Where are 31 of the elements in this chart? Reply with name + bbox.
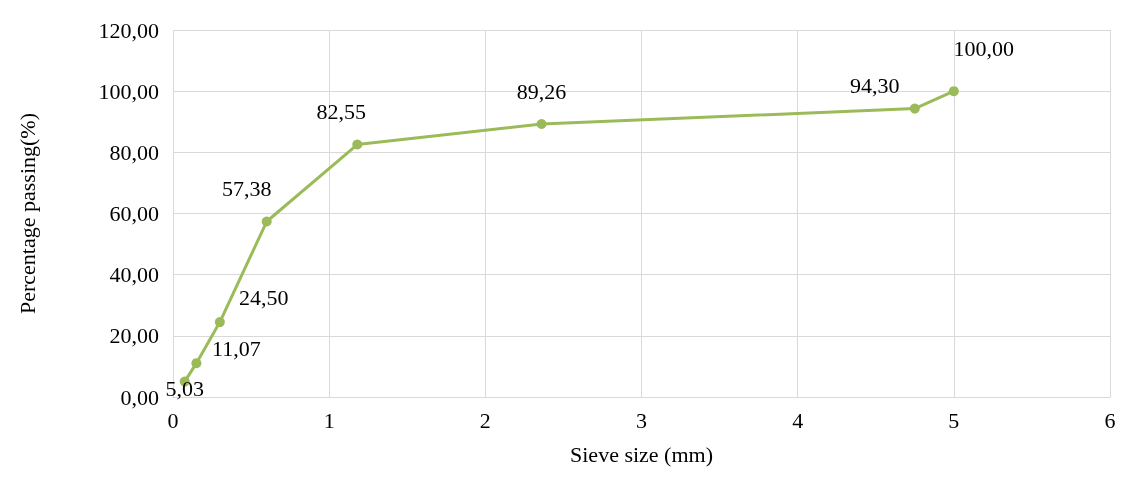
y-tick-label: 40,00	[109, 262, 159, 288]
x-tick-label: 2	[479, 407, 491, 433]
data-label: 89,26	[516, 78, 567, 104]
x-tick-label: 1	[323, 407, 335, 433]
data-label: 100,00	[953, 35, 1015, 61]
data-label: 94,30	[850, 73, 900, 99]
point	[948, 86, 959, 97]
y-tick-label: 80,00	[109, 139, 159, 165]
point	[909, 103, 920, 114]
x-axis-title: Sieve size (mm)	[570, 441, 713, 467]
y-tick-label: 120,00	[98, 17, 159, 43]
y-tick-label: 20,00	[109, 323, 159, 349]
x-tick-label: 3	[636, 407, 647, 433]
data-label: 24,50	[239, 284, 289, 310]
data-label: 82,55	[316, 99, 367, 125]
data-label: 11,07	[212, 335, 261, 361]
point	[536, 119, 547, 130]
point	[261, 216, 272, 227]
point	[352, 139, 363, 150]
y-tick-label: 60,00	[109, 201, 159, 226]
y-axis-title: Percentage passing(%)	[14, 113, 40, 314]
data-label: 5,03	[165, 376, 204, 402]
x-tick-label: 6	[1104, 407, 1116, 433]
point	[214, 317, 225, 328]
data-label: 57,38	[221, 176, 272, 202]
x-tick-label: 5	[948, 407, 960, 433]
point	[191, 358, 202, 369]
y-tick-label: 100,00	[98, 78, 159, 104]
x-tick-label: 4	[792, 407, 804, 433]
y-tick-label: 0,00	[120, 384, 159, 410]
x-tick-label: 0	[167, 407, 179, 433]
